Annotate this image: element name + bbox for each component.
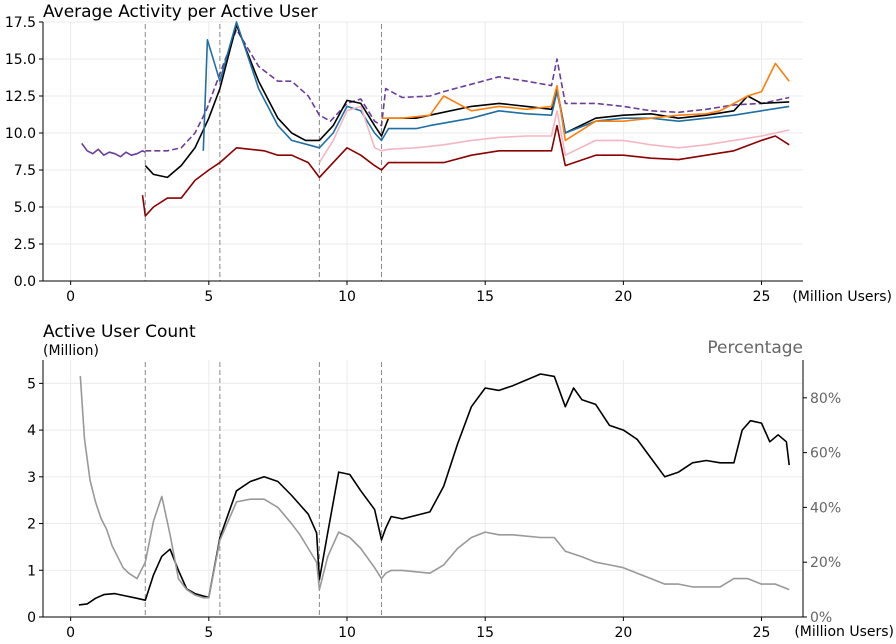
y-tick-label: 1 <box>27 563 36 579</box>
x-tick-label: 10 <box>338 625 356 641</box>
user-count-chart-ticks: 0 1 2 3 4 5 0 5 10 15 20 25 0% 20% 40% 60% 80% <box>27 376 841 641</box>
y-tick-label: 10.0 <box>5 126 36 142</box>
y-tick-label: 17.5 <box>5 15 36 31</box>
activity-chart-ticks: 0.0 2.5 5.0 7.5 10.0 12.5 15.0 17.5 0 5 10 15 20 25 <box>5 15 771 305</box>
user-count-chart-subtitle: (Million) <box>43 343 99 359</box>
user-count-chart-title: Active User Count <box>43 322 196 342</box>
activity-chart: 0.0 2.5 5.0 7.5 10.0 12.5 15.0 17.5 0 5 10 15 20 25 A… <box>5 2 892 305</box>
series-line-5 <box>318 105 790 164</box>
secondary-y-tick-label: 0% <box>810 610 832 626</box>
activity-chart-grid <box>43 21 803 282</box>
x-tick-label: 15 <box>476 625 494 641</box>
x-tick-label: 10 <box>338 289 356 305</box>
series-line-1 <box>145 28 790 152</box>
secondary-y-tick-label: 60% <box>810 446 841 462</box>
y-tick-label: 4 <box>27 423 36 439</box>
activity-chart-title: Average Activity per Active User <box>43 2 318 22</box>
y-tick-label: 5 <box>27 376 36 392</box>
series-line-1 <box>79 375 790 599</box>
x-tick-label: 0 <box>66 625 75 641</box>
y-tick-label: 12.5 <box>5 89 36 105</box>
user-count-chart-reference-lines <box>144 362 383 617</box>
y-tick-label: 2.5 <box>14 237 36 253</box>
user-count-chart-series <box>78 373 790 606</box>
activity-chart-x-axis-label: (Million Users) <box>792 289 892 305</box>
x-tick-label: 5 <box>204 625 213 641</box>
secondary-y-tick-label: 40% <box>810 500 841 516</box>
y-tick-label: 2 <box>27 517 36 533</box>
secondary-y-tick-label: 80% <box>810 391 841 407</box>
user-count-chart-grid <box>43 360 803 618</box>
series-line-6 <box>141 124 790 217</box>
user-count-chart-x-axis-label: (Million Users) <box>794 624 894 640</box>
series-line-4 <box>381 62 790 142</box>
y-tick-label: 7.5 <box>14 163 36 179</box>
series-line-2 <box>144 24 790 179</box>
x-tick-label: 5 <box>204 289 213 305</box>
x-tick-label: 25 <box>753 625 771 641</box>
activity-chart-series <box>81 21 790 217</box>
y-tick-label: 5.0 <box>14 200 36 216</box>
user-count-chart-secondary-axis-title: Percentage <box>707 338 803 358</box>
user-count-chart: 0 1 2 3 4 5 0 5 10 15 20 25 0% 20% 40% 60% 80% Active Us… <box>27 322 894 641</box>
y-tick-label: 3 <box>27 470 36 486</box>
series-line-0 <box>81 142 146 158</box>
user-count-chart-axes <box>42 360 804 618</box>
x-tick-label: 15 <box>476 289 494 305</box>
x-tick-label: 0 <box>66 289 75 305</box>
x-tick-label: 20 <box>614 625 632 641</box>
activity-chart-reference-lines <box>144 24 383 281</box>
y-tick-label: 15.0 <box>5 52 36 68</box>
y-tick-label: 0.0 <box>14 274 36 290</box>
x-tick-label: 20 <box>614 289 632 305</box>
activity-chart-axes <box>42 22 803 282</box>
secondary-y-tick-label: 20% <box>810 555 841 571</box>
y-tick-label: 0 <box>27 610 36 626</box>
x-tick-label: 25 <box>753 289 771 305</box>
